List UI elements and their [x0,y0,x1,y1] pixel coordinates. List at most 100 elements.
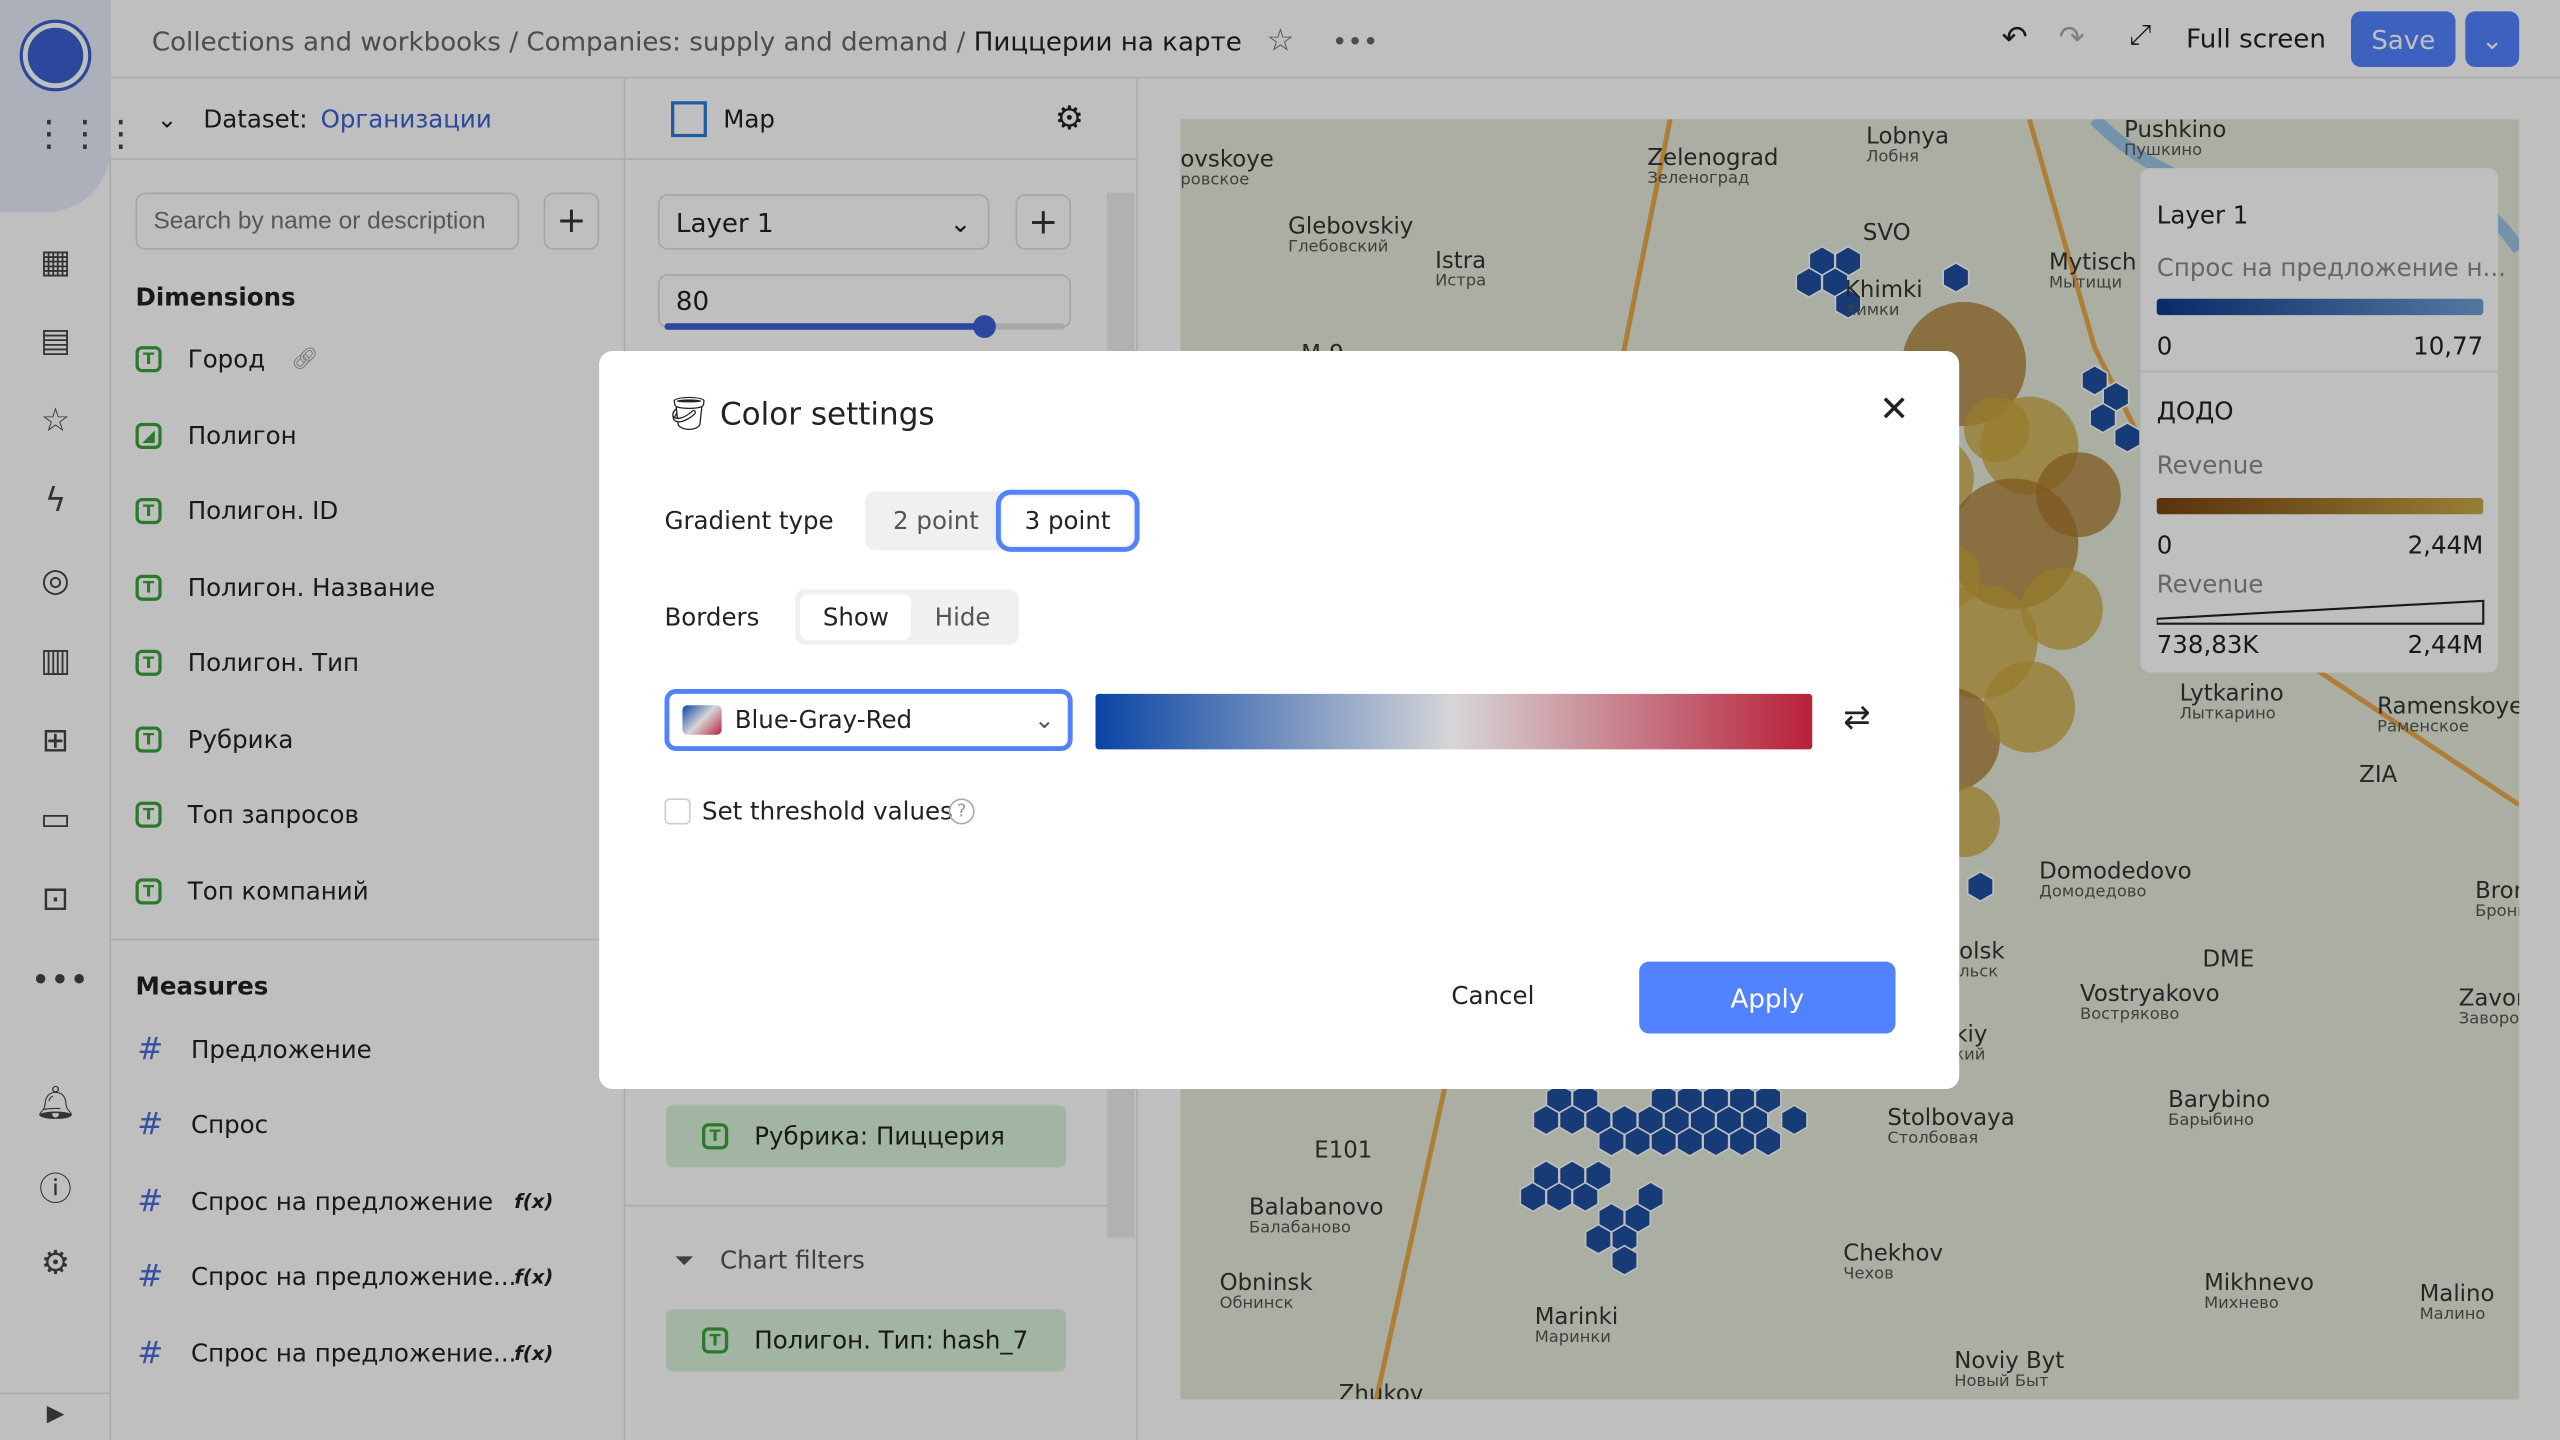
gradient-3-point-option[interactable]: 3 point [995,489,1140,552]
bell-icon[interactable]: 🔔︎ [34,1082,77,1122]
help-circle-icon[interactable]: ? [948,798,975,825]
help-icon[interactable]: ⓘ [39,1168,72,1209]
gradient-type-label: Gradient type [664,506,834,536]
dimension-item[interactable]: T Город 🔗︎ [135,344,319,374]
more-actions-icon[interactable]: ••• [1332,26,1379,58]
hex-cell [2081,364,2109,397]
bolt-icon[interactable]: ϟ [44,479,67,520]
monitor-icon[interactable]: ▭ [40,798,71,838]
borders-show-option[interactable]: Show [799,594,912,640]
dimension-item[interactable]: T Рубрика [135,724,294,755]
opacity-slider-track[interactable] [664,315,1065,338]
swap-direction-icon[interactable]: ⇄ [1843,697,1871,737]
borders-label: Borders [664,602,760,632]
add-layer-button[interactable]: + [1015,194,1072,250]
threshold-label[interactable]: Set threshold values [702,796,953,827]
dimension-label: Полигон. ID [187,496,339,526]
measure-item[interactable]: # Предложение [136,1032,577,1068]
text-type-icon: T [135,346,162,373]
map-place-label: ZavorovoЗаворово [2458,986,2520,1029]
viz-type-label[interactable]: Map [723,104,775,134]
borders-hide-option[interactable]: Hide [934,602,991,632]
dimension-label: Рубрика [187,724,294,755]
opacity-value: 80 [675,285,710,317]
map-place-label: DME [2202,946,2255,974]
fullscreen-icon[interactable]: ⤢ [2128,19,2152,53]
save-button[interactable]: Save [2351,11,2456,67]
expand-icon[interactable]: ▶ [46,1400,65,1427]
measure-item[interactable]: # Спрос на предложение f(x) [136,1184,577,1220]
hex-cell [1610,1244,1639,1277]
palette-select[interactable]: Blue-Gray-Red ⌄ [664,688,1073,752]
map-icon [671,101,707,138]
dimension-item[interactable]: T Топ компаний [135,877,369,906]
palette-name: Blue-Gray-Red [734,705,913,735]
dashboard-icon[interactable]: ⊞ [41,719,70,760]
text-type-icon: T [135,574,162,601]
filter-chip[interactable]: T Рубрика: Пиццерия [666,1105,1067,1168]
layer-select[interactable]: Layer 1 ⌄ [657,194,990,250]
cancel-button[interactable]: Cancel [1451,981,1535,1011]
field-search-input[interactable] [135,192,520,250]
favorite-star-icon[interactable]: ☆ [1266,22,1295,59]
opacity-slider-thumb[interactable] [973,315,996,338]
legend-size-wedge [2156,599,2485,625]
funnel-icon: ⏷ [674,1245,694,1276]
dimension-item[interactable]: T Полигон. Название [135,573,435,602]
chart-filters-section: ⏷ Chart filters [674,1246,865,1275]
borders-toggle: Show Hide [795,589,1019,645]
more-icon[interactable]: ••• [31,959,89,1000]
add-field-button[interactable]: + [543,192,600,250]
measure-item[interactable]: # Спрос на предложение... f(x) [136,1259,577,1295]
save-menu-chevron-icon[interactable]: ⌄ [2465,11,2520,67]
measure-item[interactable]: # Спрос [136,1107,577,1143]
measure-item[interactable]: # Спрос на предложение... f(x) [136,1336,577,1372]
chart-icon[interactable]: ▥ [40,639,71,680]
hex-cell [1584,1223,1612,1255]
map-place-label: Lobnya Лобня [1866,124,1949,167]
gear-icon[interactable]: ⚙ [40,1242,71,1282]
dimension-item[interactable]: ◢ Полигон [135,421,297,451]
map-place-label: Khimki Химки [1844,277,1923,320]
map-place-label: Barybino Барыбино [2168,1087,2271,1130]
threshold-checkbox[interactable] [664,798,691,825]
chart-filter-chip[interactable]: T Полигон. Тип: hash_7 [666,1309,1067,1372]
dimension-item[interactable]: T Топ запросов [135,799,359,830]
rings-icon[interactable]: ◎ [41,559,70,600]
dialog-title: Color settings [719,396,935,433]
dimension-item[interactable]: T Полигон. Тип [135,648,359,678]
full-screen-button[interactable]: Full screen [2186,22,2326,54]
dimension-item[interactable]: T Полигон. ID [135,496,339,526]
breadcrumb-workbook[interactable]: Companies: supply and demand [526,26,949,58]
undo-icon[interactable]: ↶ [2001,19,2028,56]
map-place-label: E101 [1314,1137,1373,1165]
star-icon[interactable]: ☆ [40,399,71,440]
link-icon: 🔗︎ [291,346,319,372]
section-divider [625,1204,1107,1207]
dataset-header[interactable]: ⌄ Dataset: Организации [111,78,626,160]
folder-icon[interactable]: ⊡ [41,878,70,918]
grid-icon[interactable]: ▦ [40,241,71,281]
logo[interactable] [22,22,89,89]
measure-label: Спрос на предложение [191,1186,494,1217]
apply-button[interactable]: Apply [1639,961,1896,1034]
collapse-chevron-icon[interactable]: ⌄ [156,103,178,134]
settings-gear-icon[interactable]: ⚙ [1054,97,1084,138]
map-place-label: Chekhov Чехов [1843,1240,1944,1283]
gradient-2-point-option[interactable]: 2 point [893,506,979,536]
redo-icon[interactable]: ↷ [2058,19,2085,56]
nav-rail: ⋮⋮⋮ ▦ ▤ ☆ ϟ ◎ ▥ ⊞ ▭ ⊡ ••• 🔔︎ ⓘ ⚙ ▶ [0,0,139,1440]
close-icon[interactable]: ✕ [1879,390,1910,432]
breadcrumb-collections[interactable]: Collections and workbooks [151,26,501,58]
measures-title: Measures [135,971,269,1001]
formula-icon: f(x) [514,1265,554,1289]
dimension-label: Топ запросов [187,799,359,830]
dimension-label: Полигон [187,421,297,451]
map-place-label: Domodedovo Домодедово [2039,858,2192,901]
dataset-label: Dataset: [203,103,308,134]
map-place-label: ZIA [2359,762,2398,789]
geo-type-icon: ◢ [135,422,162,449]
dataset-name[interactable]: Организации [320,103,492,134]
legend-layer-measure: Спрос на предложение н... [2156,253,2506,283]
folders-icon[interactable]: ▤ [40,319,71,360]
